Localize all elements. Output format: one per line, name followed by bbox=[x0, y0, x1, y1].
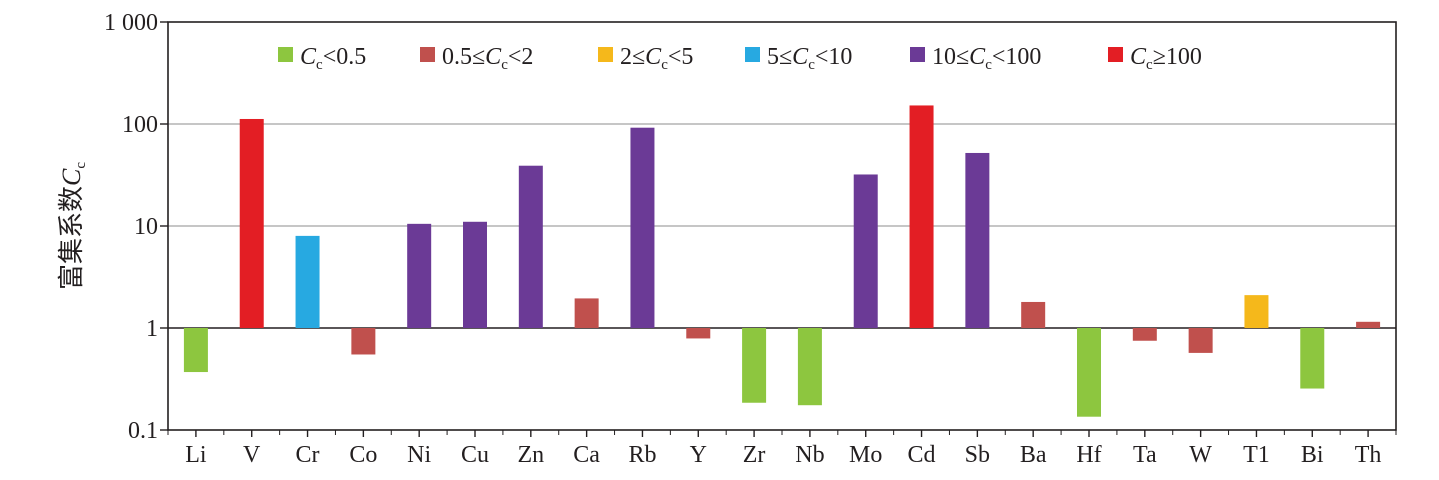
bar-ca bbox=[574, 298, 599, 328]
bar-cr bbox=[295, 235, 320, 328]
x-tick-label-li: Li bbox=[185, 442, 207, 468]
bar-y bbox=[686, 328, 711, 339]
x-tick-label-w: W bbox=[1189, 442, 1212, 468]
x-tick-label-co: Co bbox=[349, 442, 377, 468]
bar-nb bbox=[797, 328, 822, 406]
bar-w bbox=[1188, 328, 1213, 353]
bar-cd bbox=[909, 105, 934, 328]
bar-hf bbox=[1077, 328, 1101, 417]
x-tick-label-rb: Rb bbox=[628, 442, 656, 468]
legend-swatch bbox=[910, 47, 925, 62]
x-tick-label-cr: Cr bbox=[296, 442, 320, 468]
bar-bi bbox=[1300, 328, 1325, 389]
legend-label: 10≤Cc<100 bbox=[932, 44, 1041, 73]
x-tick-label-th: Th bbox=[1355, 442, 1382, 468]
y-tick-label: 100 bbox=[122, 112, 158, 138]
bar-zr bbox=[742, 328, 767, 403]
legend-swatch bbox=[278, 47, 293, 62]
bar-cu bbox=[463, 221, 487, 328]
legend-label: 0.5≤Cc<2 bbox=[442, 44, 533, 73]
legend-label: Cc≥100 bbox=[1130, 44, 1202, 73]
x-tick-label-v: V bbox=[243, 442, 261, 468]
bar-ba bbox=[1021, 301, 1046, 328]
legend-label: 2≤Cc<5 bbox=[620, 44, 693, 73]
x-tick-label-ba: Ba bbox=[1020, 442, 1047, 468]
y-axis-label: 富集系数Cc bbox=[57, 162, 89, 290]
legend-swatch bbox=[1108, 47, 1123, 62]
bar-sb bbox=[965, 152, 990, 328]
legend-swatch bbox=[598, 47, 613, 62]
legend-swatch bbox=[420, 47, 435, 62]
y-tick-label: 10 bbox=[134, 214, 158, 240]
x-tick-label-ta: Ta bbox=[1133, 442, 1157, 468]
bar-ta bbox=[1132, 328, 1157, 341]
x-tick-label-sb: Sb bbox=[965, 442, 990, 468]
x-tick-label-nb: Nb bbox=[795, 442, 824, 468]
x-tick-label-ni: Ni bbox=[407, 442, 431, 468]
bar-ni bbox=[407, 223, 432, 328]
bar-v bbox=[239, 118, 264, 328]
legend-swatch bbox=[745, 47, 760, 62]
x-tick-label-t1: T1 bbox=[1243, 442, 1270, 468]
bar-co bbox=[351, 328, 376, 355]
x-tick-label-bi: Bi bbox=[1301, 442, 1324, 468]
y-tick-label: 1 000 bbox=[104, 10, 158, 36]
bar-th bbox=[1356, 321, 1381, 328]
y-tick-label: 1 bbox=[146, 316, 158, 342]
legend-label: Cc<0.5 bbox=[300, 44, 366, 73]
bar-rb bbox=[630, 127, 655, 329]
x-tick-label-y: Y bbox=[690, 442, 707, 468]
bar-mo bbox=[853, 174, 878, 328]
bar-li bbox=[183, 328, 208, 373]
x-tick-label-cu: Cu bbox=[461, 442, 489, 468]
x-tick-label-hf: Hf bbox=[1076, 442, 1101, 468]
x-tick-label-zr: Zr bbox=[743, 442, 766, 468]
x-tick-label-zn: Zn bbox=[517, 442, 544, 468]
bar-t1 bbox=[1244, 295, 1269, 328]
legend-label: 5≤Cc<10 bbox=[767, 44, 852, 73]
x-tick-label-ca: Ca bbox=[573, 442, 600, 468]
x-tick-label-mo: Mo bbox=[849, 442, 882, 468]
y-tick-label: 0.1 bbox=[128, 418, 158, 444]
x-tick-label-cd: Cd bbox=[908, 442, 936, 468]
bar-zn bbox=[518, 165, 543, 328]
